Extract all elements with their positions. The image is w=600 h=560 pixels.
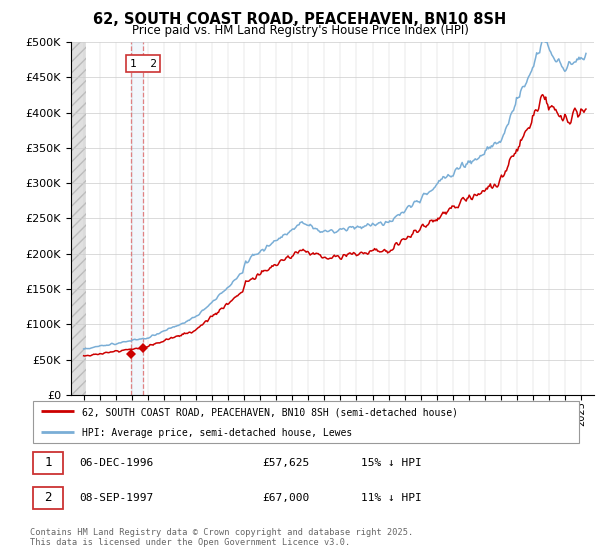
Text: 2: 2 [44, 491, 52, 504]
Bar [33, 487, 63, 509]
Text: 62, SOUTH COAST ROAD, PEACEHAVEN, BN10 8SH: 62, SOUTH COAST ROAD, PEACEHAVEN, BN10 8… [94, 12, 506, 27]
Text: £67,000: £67,000 [262, 493, 309, 503]
Bar [71, 42, 86, 395]
Text: 62, SOUTH COAST ROAD, PEACEHAVEN, BN10 8SH (semi-detached house): 62, SOUTH COAST ROAD, PEACEHAVEN, BN10 8… [82, 407, 458, 417]
Text: 06-DEC-1996: 06-DEC-1996 [80, 458, 154, 468]
Text: 11% ↓ HPI: 11% ↓ HPI [361, 493, 422, 503]
Text: Contains HM Land Registry data © Crown copyright and database right 2025.
This d: Contains HM Land Registry data © Crown c… [30, 528, 413, 547]
Text: £57,625: £57,625 [262, 458, 309, 468]
Text: 15% ↓ HPI: 15% ↓ HPI [361, 458, 422, 468]
Text: 08-SEP-1997: 08-SEP-1997 [80, 493, 154, 503]
Text: 1  2: 1 2 [130, 59, 157, 69]
Bar [33, 452, 63, 474]
Text: Price paid vs. HM Land Registry's House Price Index (HPI): Price paid vs. HM Land Registry's House … [131, 24, 469, 36]
Bar [131, 42, 143, 395]
Text: HPI: Average price, semi-detached house, Lewes: HPI: Average price, semi-detached house,… [82, 428, 353, 438]
Text: 1: 1 [44, 456, 52, 469]
